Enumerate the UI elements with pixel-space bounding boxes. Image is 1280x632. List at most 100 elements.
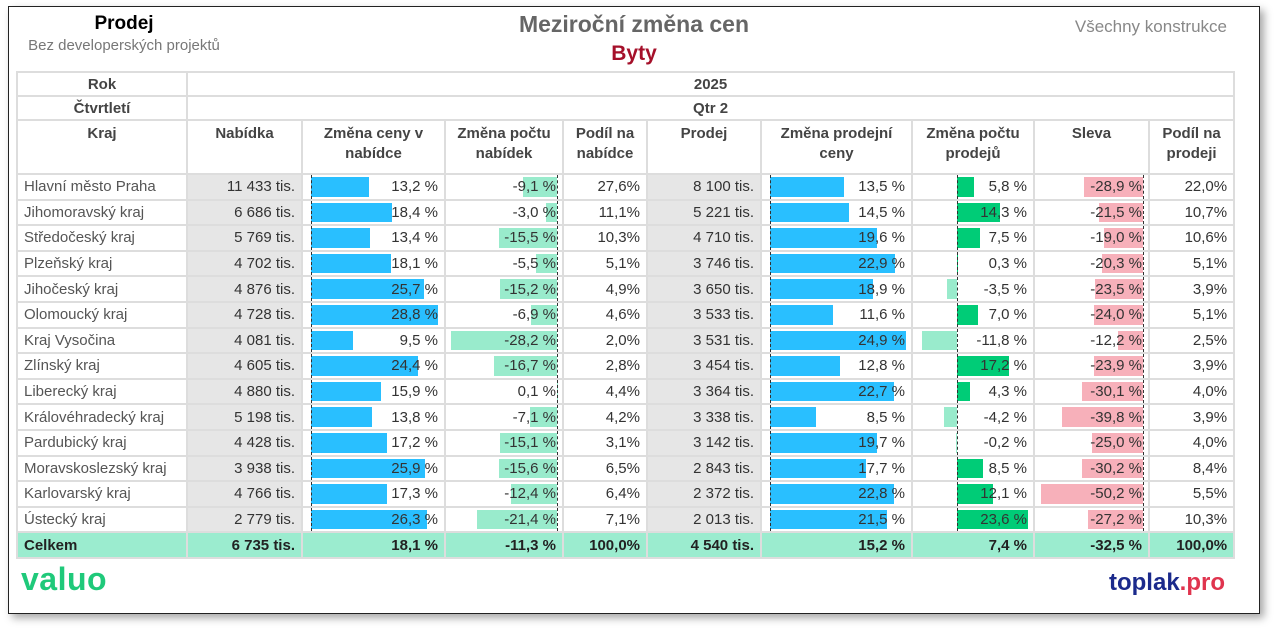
column-header-nabidka[interactable]: Nabídka bbox=[186, 119, 303, 175]
column-header-zmena-ceny-nabidka[interactable]: Změna ceny v nabídce bbox=[301, 119, 446, 175]
table-row[interactable]: Moravskoslezský kraj 3 938 tis. 25,9 % -15,… bbox=[16, 454, 1236, 483]
cell-value: -12,4 % bbox=[504, 485, 556, 503]
zero-axis-line bbox=[557, 379, 558, 404]
cell-kraj: Středočeský kraj bbox=[16, 224, 188, 252]
value-bar bbox=[770, 509, 888, 530]
value-bar bbox=[1092, 432, 1143, 453]
value-bar bbox=[1104, 228, 1143, 248]
cell-sleva: -50,2 % bbox=[1033, 480, 1150, 508]
cell-value: -39,8 % bbox=[1090, 408, 1142, 426]
cell-value: 22,7 % bbox=[858, 383, 905, 401]
cell-sleva: -21,5 % bbox=[1033, 198, 1150, 227]
cell-zmena-ceny-nabidka: 17,2 % bbox=[301, 428, 446, 457]
column-header-podil-nabidka[interactable]: Podíl na nabídce bbox=[562, 119, 648, 175]
cell-value: -3,0 % bbox=[512, 203, 556, 221]
column-header-zmena-poctu-nabidek[interactable]: Změna počtu nabídek bbox=[444, 119, 564, 175]
zero-axis-line bbox=[311, 200, 312, 225]
cell-nabidka: 4 702 tis. bbox=[186, 249, 303, 278]
cell-value: -25,0 % bbox=[1090, 434, 1142, 452]
cell-zmena-poctu-nabidek: -15,6 % bbox=[444, 454, 564, 483]
cell-prodej: 3 364 tis. bbox=[646, 377, 762, 406]
column-header-prodej[interactable]: Prodej bbox=[646, 119, 762, 175]
cell-prodej: 2 372 tis. bbox=[646, 480, 762, 508]
cell-value: 13,4 % bbox=[391, 229, 438, 247]
table-row[interactable]: Olomoucký kraj 4 728 tis. 28,8 % -6,9 % 4,6%… bbox=[16, 300, 1236, 329]
cell-prodej: 3 746 tis. bbox=[646, 249, 762, 278]
cell-zmena-poctu-prodeju: 7,0 % bbox=[911, 300, 1035, 329]
zero-axis-line bbox=[557, 200, 558, 225]
cell-value: 0,3 % bbox=[988, 255, 1027, 273]
cell-value: 22,9 % bbox=[858, 255, 905, 273]
cell-podil-nabidka: 4,9% bbox=[562, 275, 648, 303]
table-row[interactable]: Pardubický kraj 4 428 tis. 17,2 % -15,1 % 3,… bbox=[16, 428, 1236, 457]
cell-prodej: 2 013 tis. bbox=[646, 505, 762, 534]
cell-value: 19,7 % bbox=[858, 434, 905, 452]
zero-axis-line bbox=[957, 175, 958, 199]
value-bar bbox=[957, 458, 983, 479]
column-header-zmena-prodejni-ceny[interactable]: Změna prodejní ceny bbox=[760, 119, 913, 175]
zero-axis-line bbox=[557, 405, 558, 429]
zero-axis-line bbox=[311, 482, 312, 506]
cell-podil-prodej: 10,6% bbox=[1147, 224, 1236, 252]
cell-value: -11,8 % bbox=[976, 331, 1027, 349]
cell-value: -21,5 % bbox=[1090, 203, 1142, 221]
cell-sleva: -23,9 % bbox=[1033, 352, 1150, 380]
zero-axis-line bbox=[311, 328, 312, 353]
cell-podil-nabidka: 6,4% bbox=[562, 480, 648, 508]
cell-kraj: Královéhradecký kraj bbox=[16, 403, 188, 431]
table-row[interactable]: Plzeňský kraj 4 702 tis. 18,1 % -5,5 % 5,1% 3… bbox=[16, 249, 1236, 278]
cell-zmena-poctu-nabidek: -16,7 % bbox=[444, 352, 564, 380]
value-bar bbox=[311, 509, 427, 530]
valuo-logo: valuo bbox=[21, 561, 108, 597]
zero-axis-line bbox=[1143, 328, 1144, 353]
zero-axis-line bbox=[957, 226, 958, 250]
table-row[interactable]: Hlavní město Praha 11 433 tis. 13,2 % -9,1 … bbox=[16, 173, 1236, 201]
cell-podil-nabidka: 4,6% bbox=[562, 300, 648, 329]
column-header-zmena-poctu-prodeju[interactable]: Změna počtu prodejů bbox=[911, 119, 1035, 175]
quarter-row: Čtvrtletí Qtr 2 bbox=[16, 95, 1236, 121]
column-header-kraj[interactable]: Kraj bbox=[16, 119, 188, 175]
zero-axis-line bbox=[957, 302, 958, 327]
cell-nabidka: 5 198 tis. bbox=[186, 403, 303, 431]
cell-kraj: Karlovarský kraj bbox=[16, 480, 188, 508]
cell-prodej: 3 142 tis. bbox=[646, 428, 762, 457]
table-row[interactable]: Jihomoravský kraj 6 686 tis. 18,4 % -3,0 % 1… bbox=[16, 198, 1236, 227]
zero-axis-line bbox=[770, 302, 771, 327]
cell-kraj: Zlínský kraj bbox=[16, 352, 188, 380]
cell-zmena-prodejni-ceny: 19,6 % bbox=[760, 224, 913, 252]
zero-axis-line bbox=[770, 251, 771, 276]
table-row[interactable]: Jihočeský kraj 4 876 tis. 25,7 % -15,2 % 4,9… bbox=[16, 275, 1236, 303]
value-bar bbox=[957, 228, 980, 248]
zero-axis-line bbox=[557, 251, 558, 276]
table-row[interactable]: Karlovarský kraj 4 766 tis. 17,3 % -12,4 % 6… bbox=[16, 480, 1236, 508]
cell-value: 15,9 % bbox=[391, 383, 438, 401]
cell-value: 4,3 % bbox=[988, 383, 1027, 401]
construction-filter-label: Všechny konstrukce bbox=[1074, 17, 1227, 36]
cell-nabidka: 5 769 tis. bbox=[186, 224, 303, 252]
table-row[interactable]: Kraj Vysočina 4 081 tis. 9,5 % -28,2 % 2,0% 3… bbox=[16, 326, 1236, 355]
cell-zmena-poctu-nabidek: -5,5 % bbox=[444, 249, 564, 278]
cell-podil-nabidka: 7,1% bbox=[562, 505, 648, 534]
value-bar bbox=[311, 407, 372, 427]
cell-zmena-poctu-nabidek: 0,1 % bbox=[444, 377, 564, 406]
table-row[interactable]: Středočeský kraj 5 769 tis. 13,4 % -15,5 % 1… bbox=[16, 224, 1236, 252]
cell-zmena-ceny-nabidka: 28,8 % bbox=[301, 300, 446, 329]
table-row[interactable]: Zlínský kraj 4 605 tis. 24,4 % -16,7 % 2,8% 3… bbox=[16, 352, 1236, 380]
value-bar bbox=[770, 330, 906, 351]
cell-value: -9,1 % bbox=[512, 178, 556, 196]
value-bar bbox=[921, 330, 957, 351]
column-header-sleva[interactable]: Sleva bbox=[1033, 119, 1150, 175]
cell-value: 18,1 % bbox=[391, 255, 438, 273]
cell-sleva: -30,2 % bbox=[1033, 454, 1150, 483]
table-row[interactable]: Ústecký kraj 2 779 tis. 26,3 % -21,4 % 7,1% 2… bbox=[16, 505, 1236, 534]
table-row[interactable]: Liberecký kraj 4 880 tis. 15,9 % 0,1 % 4,4% 3… bbox=[16, 377, 1236, 406]
value-bar bbox=[1084, 177, 1143, 197]
zero-axis-line bbox=[557, 302, 558, 327]
zero-axis-line bbox=[311, 175, 312, 199]
table-row[interactable]: Královéhradecký kraj 5 198 tis. 13,8 % -7,1… bbox=[16, 403, 1236, 431]
zero-axis-line bbox=[557, 430, 558, 455]
column-header-podil-prodej[interactable]: Podíl na prodeji bbox=[1147, 119, 1236, 175]
total-sleva: -32,5 % bbox=[1033, 531, 1150, 560]
cell-zmena-poctu-prodeju: 14,3 % bbox=[911, 198, 1035, 227]
cell-kraj: Pardubický kraj bbox=[16, 428, 188, 457]
